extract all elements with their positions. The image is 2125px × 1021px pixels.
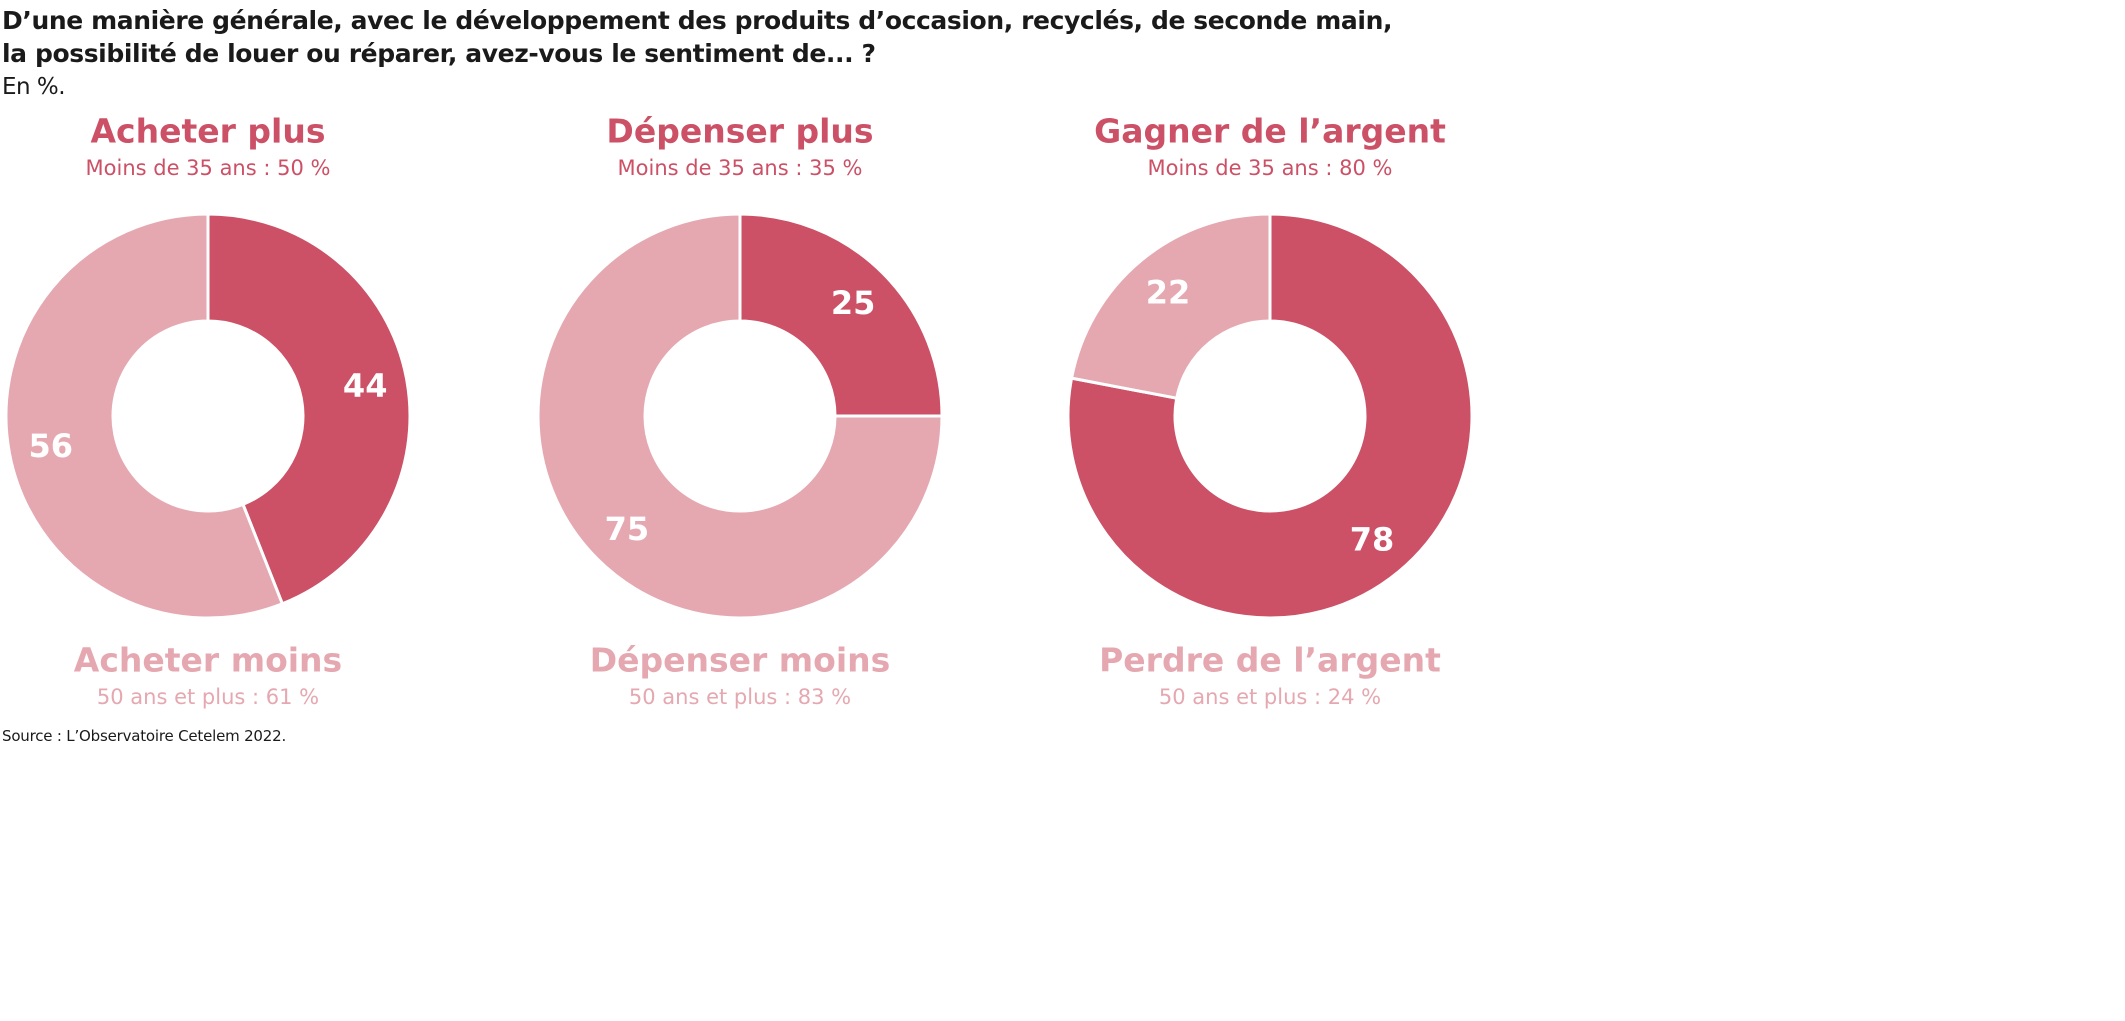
source-note: Source : L’Observatoire Cetelem 2022. xyxy=(2,727,287,745)
unit-note: En %. xyxy=(2,74,66,100)
slice-value-label: 56 xyxy=(29,427,74,465)
top-category-label: Acheter plus xyxy=(91,112,326,151)
bottom-category-label: Dépenser moins xyxy=(590,641,891,680)
donut-slice-1-2 xyxy=(4,212,284,620)
bottom-category-label: Perdre de l’argent xyxy=(1099,641,1441,680)
chart-title: D’une manière générale, avec le développ… xyxy=(2,4,1542,70)
donut-slice-1-1 xyxy=(206,212,412,606)
top-subgroup-label: Moins de 35 ans : 50 % xyxy=(86,156,331,180)
slice-value-label: 44 xyxy=(343,367,388,405)
donut-chart-3: 78 22 Gagner de l’argent Moins de 35 ans : … xyxy=(1066,112,1474,709)
bottom-subgroup-label: 50 ans et plus : 24 % xyxy=(1159,685,1381,709)
donut-slice-3-2 xyxy=(1070,212,1272,400)
donut-charts: 44 56 Acheter plus Moins de 35 ans : 50 % Ac… xyxy=(4,112,1474,709)
top-subgroup-label: Moins de 35 ans : 80 % xyxy=(1148,156,1393,180)
chart-title-line-1: D’une manière générale, avec le développ… xyxy=(2,6,1393,35)
slice-value-label: 78 xyxy=(1350,520,1395,558)
donut-slice-3-1 xyxy=(1066,212,1474,620)
chart-title-line-2: la possibilité de louer ou réparer, avez… xyxy=(2,39,876,68)
top-category-label: Dépenser plus xyxy=(606,112,873,151)
top-subgroup-label: Moins de 35 ans : 35 % xyxy=(618,156,863,180)
top-category-label: Gagner de l’argent xyxy=(1094,112,1446,151)
slice-value-label: 22 xyxy=(1146,274,1191,312)
slice-value-label: 25 xyxy=(831,284,876,322)
slice-value-label: 75 xyxy=(605,510,650,548)
donut-chart-1: 44 56 Acheter plus Moins de 35 ans : 50 % Ac… xyxy=(4,112,412,709)
donut-slice-2-2 xyxy=(536,212,944,620)
bottom-category-label: Acheter moins xyxy=(74,641,342,680)
bottom-subgroup-label: 50 ans et plus : 83 % xyxy=(629,685,851,709)
donut-chart-2: 25 75 Dépenser plus Moins de 35 ans : 35 % D… xyxy=(536,112,944,709)
bottom-subgroup-label: 50 ans et plus : 61 % xyxy=(97,685,319,709)
donut-slice-2-1 xyxy=(738,212,944,418)
